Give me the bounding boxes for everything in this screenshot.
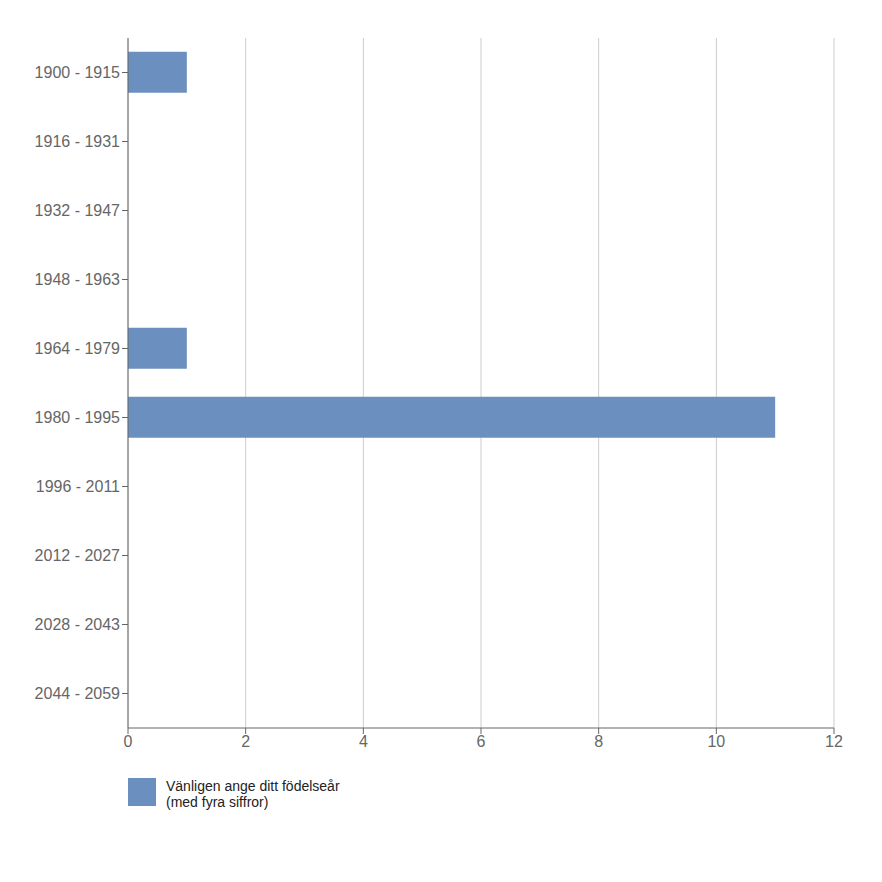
- svg-text:8: 8: [594, 733, 603, 750]
- svg-text:2028 - 2043: 2028 - 2043: [35, 616, 121, 633]
- svg-text:1948 - 1963: 1948 - 1963: [35, 271, 121, 288]
- html-text:Vänligen ange ditt födelseår: Vänligen ange ditt födelseår: [166, 778, 340, 794]
- html-text:(med fyra siffror): (med fyra siffror): [166, 794, 269, 810]
- svg-text:1916 - 1931: 1916 - 1931: [35, 133, 121, 150]
- svg-text:2: 2: [241, 733, 250, 750]
- svg-text:1932 - 1947: 1932 - 1947: [35, 202, 121, 219]
- svg-text:0: 0: [124, 733, 133, 750]
- svg-text:10: 10: [707, 733, 725, 750]
- svg-text:2044 - 2059: 2044 - 2059: [35, 685, 121, 702]
- svg-text:1964 - 1979: 1964 - 1979: [35, 340, 121, 357]
- svg-text:12: 12: [825, 733, 843, 750]
- svg-text:6: 6: [477, 733, 486, 750]
- svg-text:1980 - 1995: 1980 - 1995: [35, 409, 121, 426]
- svg-text:4: 4: [359, 733, 368, 750]
- svg-text:1996 - 2011: 1996 - 2011: [36, 478, 120, 495]
- svg-text:2012 - 2027: 2012 - 2027: [35, 547, 121, 564]
- svg-text:1900 - 1915: 1900 - 1915: [35, 64, 121, 81]
